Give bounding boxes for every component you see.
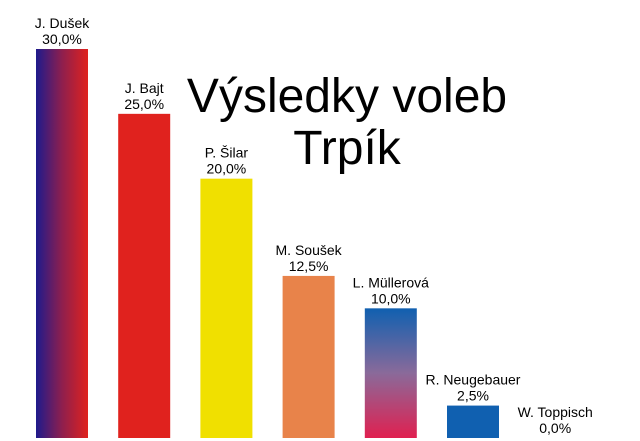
chart-title-line-2: Trpík xyxy=(293,122,402,175)
category-label-2: P. Šilar xyxy=(205,145,249,161)
chart-title-line-1: Výsledky voleb xyxy=(187,70,507,123)
bar-2 xyxy=(200,178,253,438)
bar-5 xyxy=(447,405,499,438)
category-label-1: J. Bajt xyxy=(125,80,164,96)
category-label-0: J. Dušek xyxy=(35,15,90,31)
value-label-5: 2,5% xyxy=(457,388,489,404)
value-label-2: 20,0% xyxy=(207,161,247,177)
value-label-3: 12,5% xyxy=(289,258,329,274)
value-label-1: 25,0% xyxy=(124,96,164,112)
category-label-6: W. Toppisch xyxy=(518,404,593,420)
category-label-5: R. Neugebauer xyxy=(426,372,521,388)
bar-1 xyxy=(118,113,171,438)
category-label-4: L. Müllerová xyxy=(353,274,429,290)
value-label-0: 30,0% xyxy=(42,31,82,47)
bar-4 xyxy=(364,308,417,438)
bar-3 xyxy=(282,275,335,438)
category-label-3: M. Soušek xyxy=(276,242,343,258)
value-label-4: 10,0% xyxy=(371,290,411,306)
bar-0 xyxy=(36,49,88,438)
value-label-6: 0,0% xyxy=(539,420,571,436)
